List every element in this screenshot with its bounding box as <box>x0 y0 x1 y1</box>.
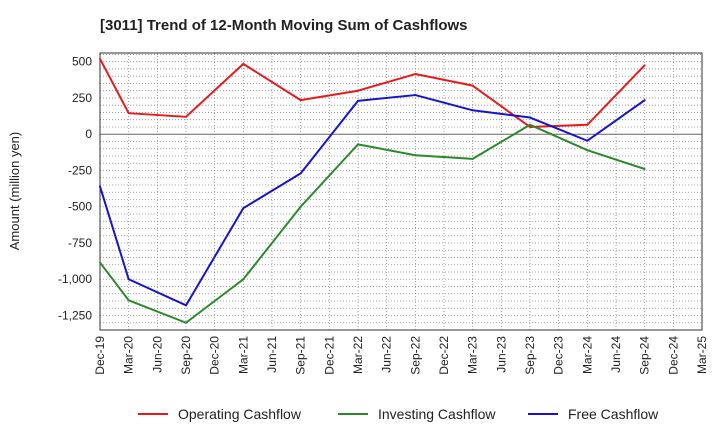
investing-cashflow-point <box>185 321 187 324</box>
y-tick-label: -750 <box>68 236 92 250</box>
x-tick-label: Dec-23 <box>552 336 566 375</box>
operating-cashflow-point <box>299 99 302 102</box>
operating-cashflow-point <box>185 115 187 118</box>
free-cashflow-point <box>127 278 130 281</box>
free-cashflow-point <box>643 99 646 102</box>
investing-cashflow-point <box>643 168 646 171</box>
x-tick-label: Jun-21 <box>265 336 279 373</box>
x-tick-label: Mar-22 <box>351 336 365 374</box>
free-cashflow-point <box>529 116 531 119</box>
investing-cashflow-line <box>99 123 645 324</box>
y-tick-label: -500 <box>68 200 92 214</box>
free-cashflow-point <box>242 207 245 210</box>
grid-layer <box>99 53 703 331</box>
y-tick-label: -250 <box>68 163 92 177</box>
operating-cashflow-point <box>529 125 531 128</box>
investing-cashflow-point <box>242 278 245 281</box>
x-tick-label: Jun-22 <box>380 336 394 373</box>
free-cashflow-point <box>185 304 187 307</box>
x-tick-label: Mar-23 <box>466 336 480 374</box>
series-layer <box>99 57 646 324</box>
investing-cashflow-point <box>299 205 302 208</box>
y-axis-label: Amount (million yen) <box>7 132 22 251</box>
operating-cashflow-point <box>99 57 101 60</box>
x-tick-label: Sep-21 <box>294 336 308 375</box>
free-cashflow-legend-label: Free Cashflow <box>568 406 659 422</box>
free-cashflow-point <box>586 139 589 142</box>
y-tick-label: 250 <box>72 91 92 105</box>
x-tick-label: Sep-20 <box>179 336 193 375</box>
investing-cashflow-point <box>357 143 359 146</box>
free-cashflow-point <box>99 185 101 188</box>
free-cashflow-point <box>471 109 474 112</box>
operating-cashflow-point <box>357 89 359 92</box>
x-tick-label: Dec-24 <box>666 336 680 375</box>
operating-cashflow-point <box>414 73 417 76</box>
free-cashflow-point <box>414 94 417 97</box>
operating-cashflow-point <box>643 64 646 67</box>
free-cashflow-point <box>357 99 359 102</box>
y-tick-label: -1,000 <box>58 272 92 286</box>
chart-title: [3011] Trend of 12-Month Moving Sum of C… <box>100 17 468 34</box>
x-tick-label: Dec-22 <box>437 336 451 375</box>
x-tick-label: Sep-23 <box>523 336 537 375</box>
y-tick-label: 0 <box>85 127 92 141</box>
investing-cashflow-point <box>586 149 589 152</box>
x-tick-label: Dec-19 <box>93 336 107 375</box>
y-tick-label: -1,250 <box>58 308 92 322</box>
operating-cashflow-legend-label: Operating Cashflow <box>178 406 302 422</box>
investing-cashflow-legend-label: Investing Cashflow <box>378 406 496 422</box>
x-tick-label: Jun-23 <box>494 336 508 373</box>
x-tick-label: Dec-21 <box>322 336 336 375</box>
x-tick-label: Sep-24 <box>638 336 652 375</box>
operating-cashflow-point <box>127 112 130 115</box>
legend: Operating Cashflow Investing Cashflow Free… <box>138 406 659 422</box>
investing-cashflow-point <box>99 261 101 264</box>
plot-frame <box>99 52 703 331</box>
x-tick-label: Jun-20 <box>150 336 164 373</box>
x-tick-label: Dec-20 <box>208 336 222 375</box>
operating-cashflow-point <box>242 62 245 65</box>
investing-cashflow-point <box>471 157 474 160</box>
x-tick-label: Jun-24 <box>609 336 623 373</box>
investing-cashflow-point <box>529 123 531 126</box>
x-tick-label: Mar-21 <box>236 336 250 374</box>
y-tick-label: 500 <box>72 55 92 69</box>
free-cashflow-point <box>299 172 302 175</box>
x-tick-label: Mar-24 <box>580 336 594 374</box>
x-tick-label: Mar-20 <box>122 336 136 374</box>
operating-cashflow-point <box>586 123 589 126</box>
investing-cashflow-point <box>414 154 417 157</box>
operating-cashflow-point <box>471 84 474 87</box>
investing-cashflow-point <box>127 299 130 302</box>
x-tick-label: Sep-22 <box>408 336 422 375</box>
x-tick-label: Mar-25 <box>695 336 709 374</box>
